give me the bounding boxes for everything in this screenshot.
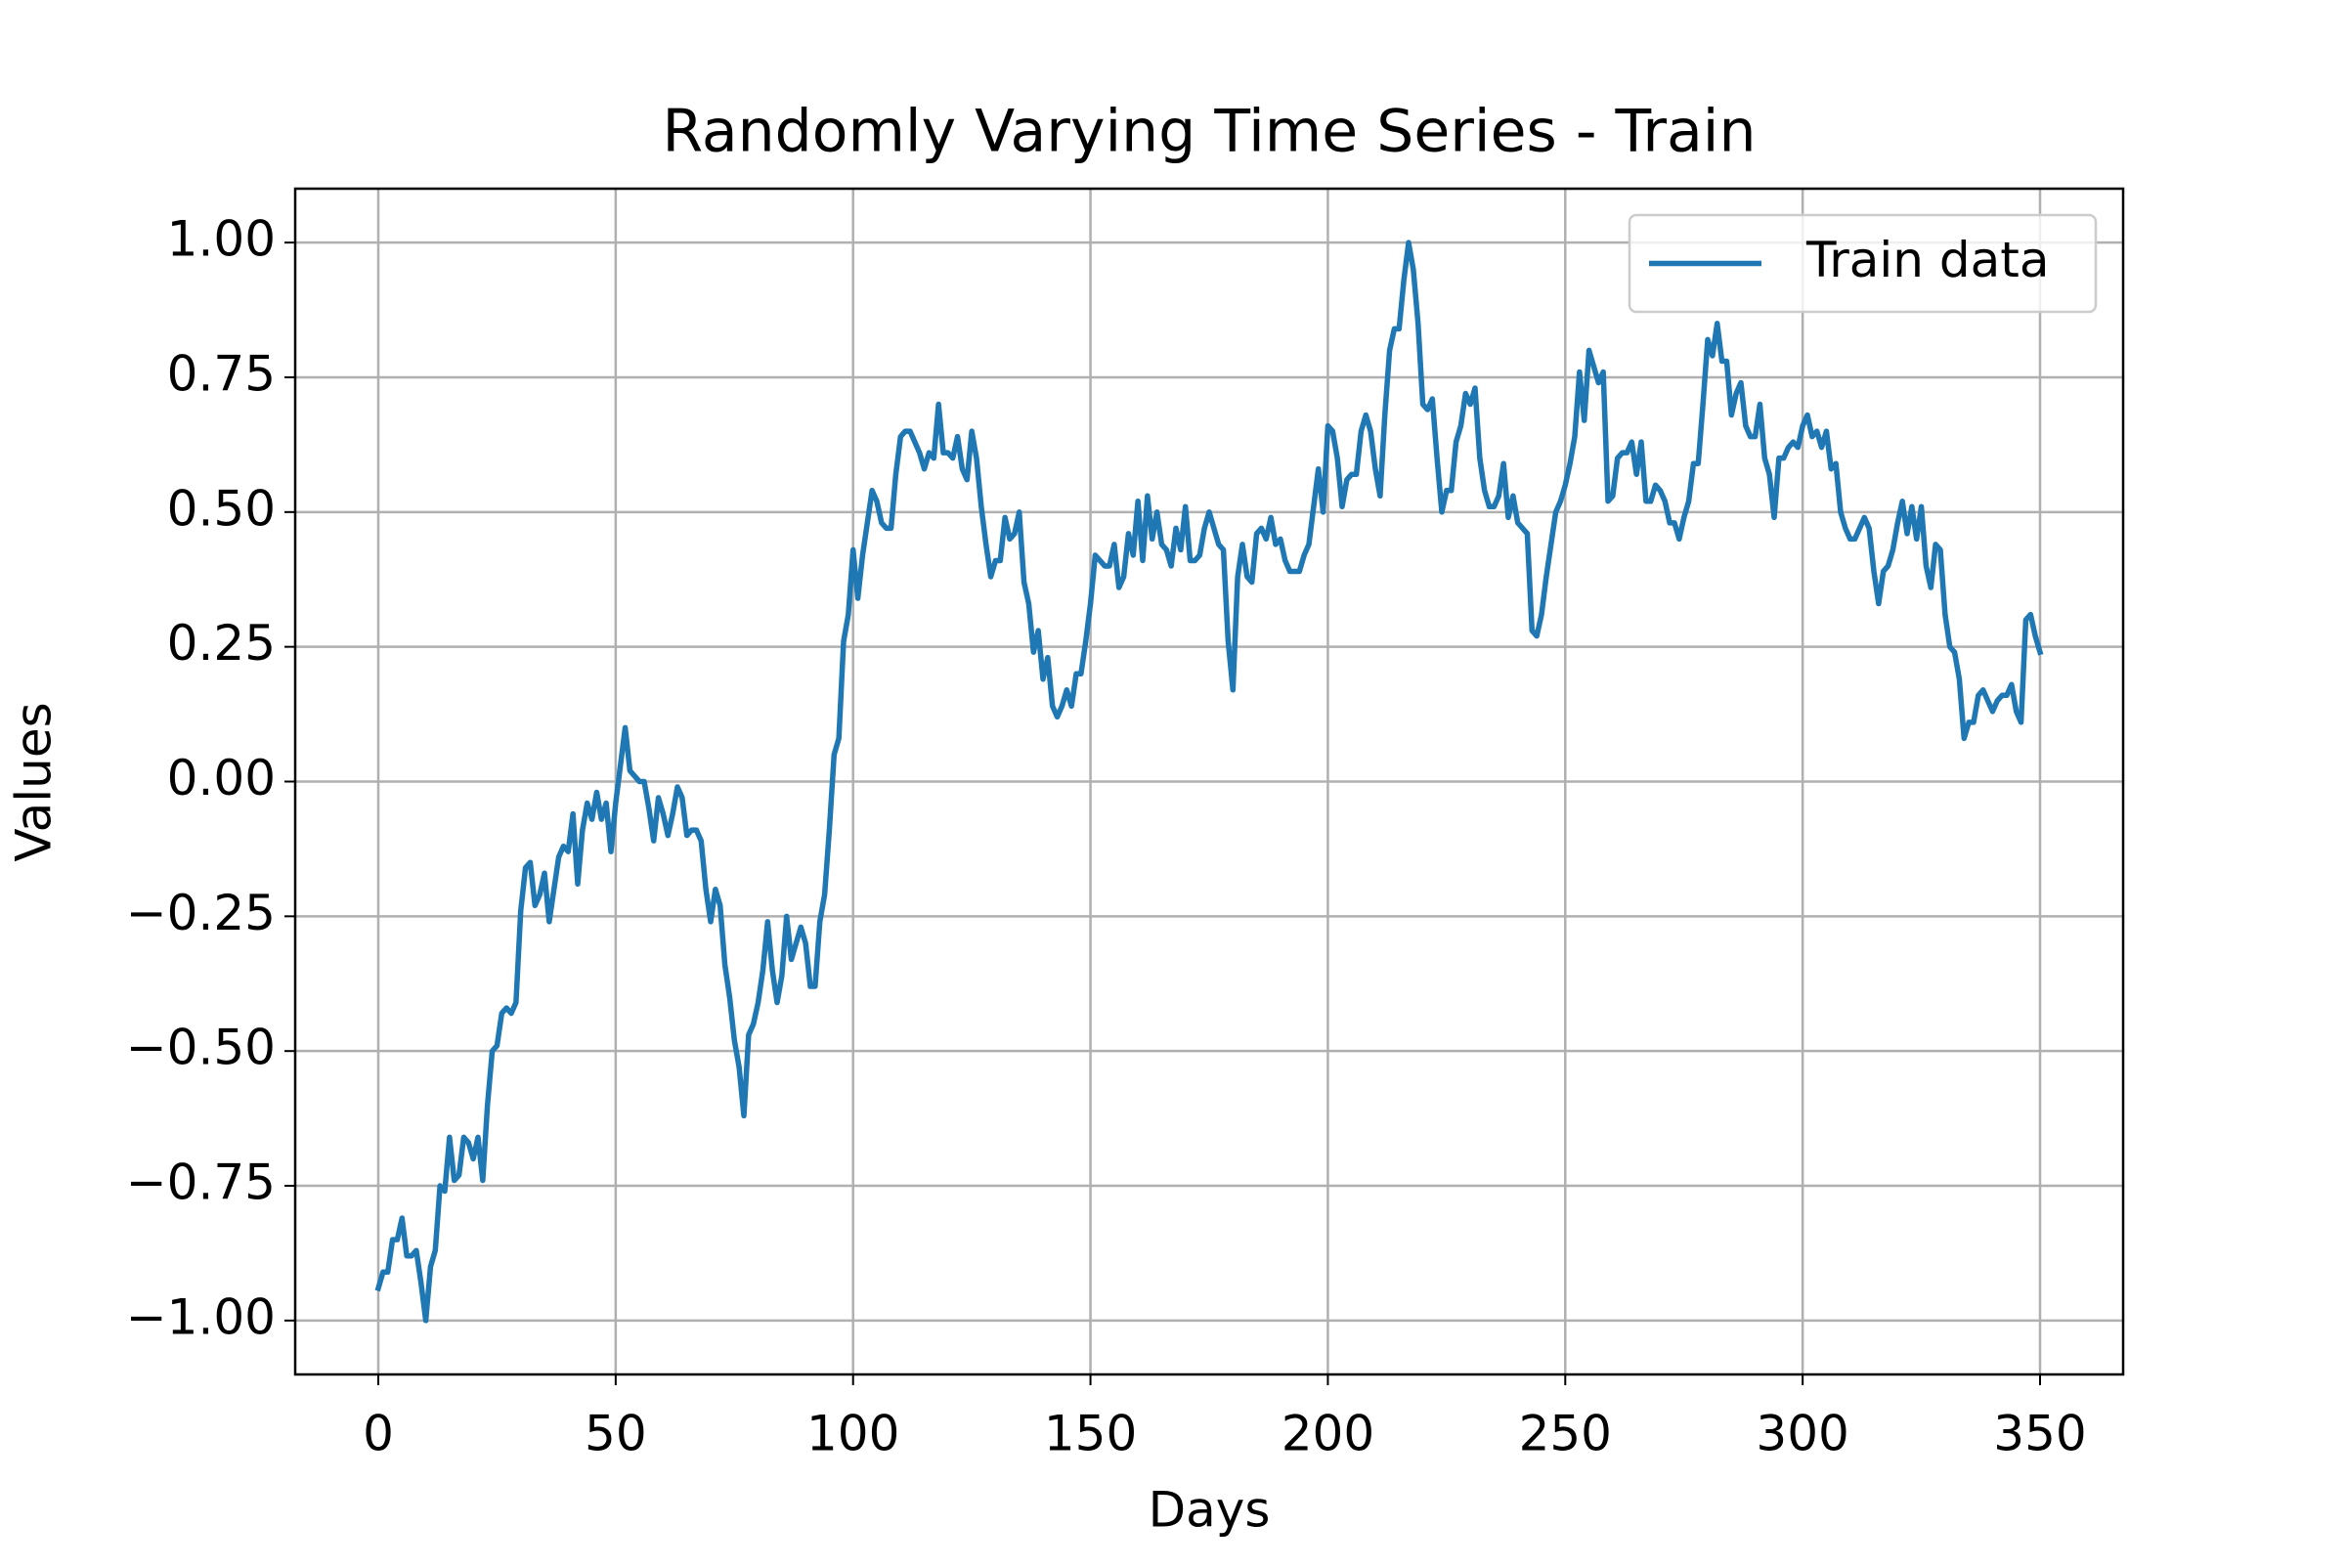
x-tick-label: 0 xyxy=(363,1406,394,1462)
x-tick-label: 100 xyxy=(806,1406,899,1462)
legend: Train data xyxy=(1628,213,2098,314)
legend-label: Train data xyxy=(1805,232,2050,288)
y-tick-label: 1.00 xyxy=(167,211,276,268)
x-axis-label: Days xyxy=(1149,1482,1271,1539)
data-line xyxy=(374,240,2044,1324)
y-tick-label: 0.75 xyxy=(167,345,276,402)
plot-frame xyxy=(293,187,2125,1376)
y-tick-label: −0.25 xyxy=(126,885,276,941)
x-tick-label: 300 xyxy=(1756,1406,1848,1462)
x-tick-label: 50 xyxy=(585,1406,647,1462)
x-tick-label: 150 xyxy=(1044,1406,1137,1462)
legend-box xyxy=(1628,213,2098,314)
x-tick-label: 350 xyxy=(1993,1406,2086,1462)
y-tick-label: 0.50 xyxy=(167,480,276,537)
y-tick-label: 0.25 xyxy=(167,615,276,672)
y-tick-label: 0.00 xyxy=(167,750,276,806)
chart-title: Randomly Varying Time Series - Train xyxy=(662,98,1756,166)
grid xyxy=(295,189,2123,1374)
y-tick-label: −0.50 xyxy=(126,1020,276,1076)
y-axis-label: Values xyxy=(6,702,63,861)
x-tick-label: 200 xyxy=(1282,1406,1374,1462)
y-tick-label: −1.00 xyxy=(126,1288,276,1345)
y-tick-label: −0.75 xyxy=(126,1154,276,1211)
x-tick-label: 250 xyxy=(1519,1406,1612,1462)
ticks: −1.00 −0.75 −0.50 −0.25 0.00 0.25 0.50 0.75 1.00… xyxy=(126,211,2087,1462)
